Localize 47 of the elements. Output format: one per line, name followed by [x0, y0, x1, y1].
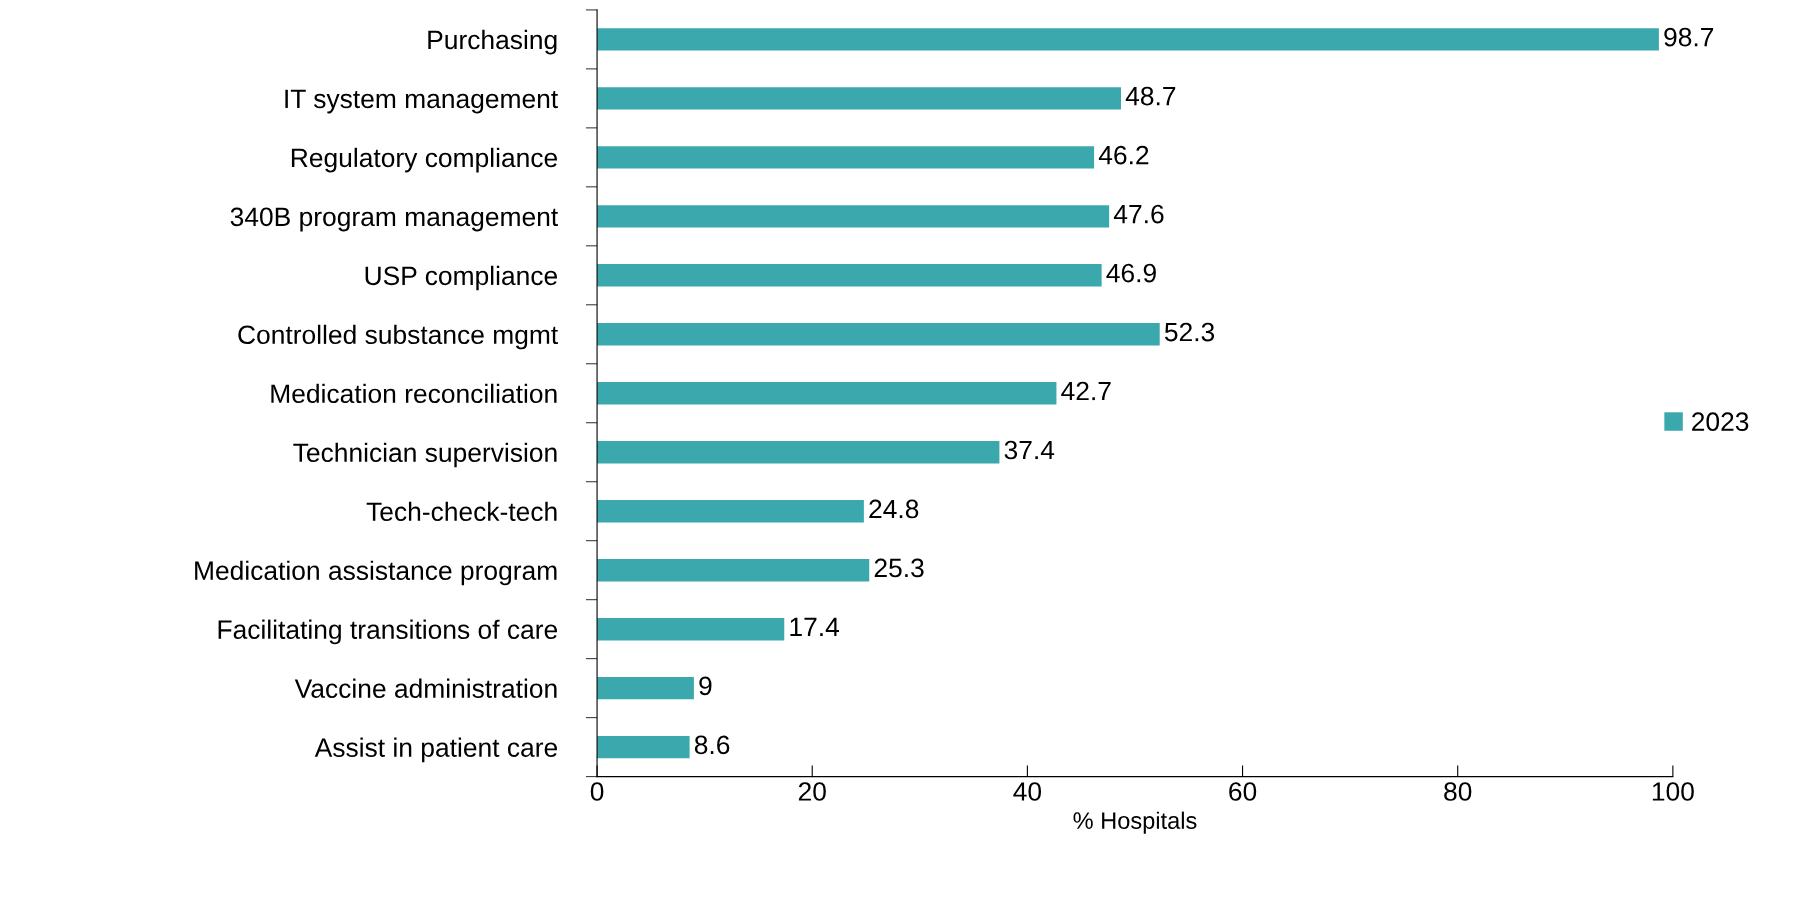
data-label: 8.6	[694, 735, 730, 755]
data-label: 47.6	[1113, 204, 1164, 224]
data-label: 98.7	[1664, 27, 1714, 47]
bar	[597, 617, 785, 641]
x-tick-label: 100	[1652, 782, 1694, 801]
y-tick-label: Controlled substance mgmt	[238, 324, 559, 350]
x-tick-label: 40	[1013, 782, 1042, 801]
y-tick-label: Technician supervision	[293, 442, 557, 468]
bar	[597, 146, 1095, 169]
data-label: 46.9	[1106, 263, 1156, 283]
data-label: 52.3	[1164, 322, 1215, 342]
bar	[597, 323, 1160, 346]
data-label: 37.4	[1004, 440, 1055, 460]
y-tick-label: Medication assistance program	[195, 560, 557, 586]
bar	[597, 28, 1659, 51]
data-label: 9	[699, 676, 712, 696]
bar	[597, 559, 870, 582]
y-tick-label: 340B program management	[230, 207, 559, 232]
data-label: 25.3	[874, 558, 924, 578]
y-tick-label: Regulatory compliance	[291, 147, 558, 173]
data-label: 42.7	[1061, 381, 1111, 401]
y-tick-label: Tech-check-tech	[366, 501, 557, 522]
bar	[597, 676, 694, 700]
bar	[597, 264, 1102, 287]
x-tick-label: 80	[1444, 782, 1472, 801]
y-tick-label: Purchasing	[428, 29, 557, 55]
data-label: 46.2	[1098, 145, 1149, 165]
bar	[597, 441, 1000, 464]
bar	[597, 382, 1057, 405]
x-tick-label: 60	[1229, 782, 1257, 801]
legend-label: 2023	[1692, 412, 1749, 432]
x-axis-title: % Hospitals	[1073, 811, 1197, 834]
bar	[597, 205, 1110, 228]
bar	[597, 735, 690, 759]
x-tick-label: 20	[798, 782, 826, 801]
data-label: 48.7	[1125, 86, 1176, 106]
x-tick-label: 0	[590, 782, 604, 801]
data-label: 24.8	[869, 499, 919, 519]
y-tick-label: Vaccine administration	[294, 678, 557, 698]
bar	[597, 500, 864, 523]
y-tick-label: Assist in patient care	[314, 737, 558, 763]
bar	[597, 87, 1121, 110]
data-label: 17.4	[790, 617, 840, 636]
y-tick-label: IT system management	[285, 89, 559, 114]
y-tick-label: Medication reconciliation	[271, 383, 557, 404]
y-tick-label: Facilitating transitions of care	[218, 619, 558, 645]
y-tick-label: USP compliance	[365, 265, 558, 291]
